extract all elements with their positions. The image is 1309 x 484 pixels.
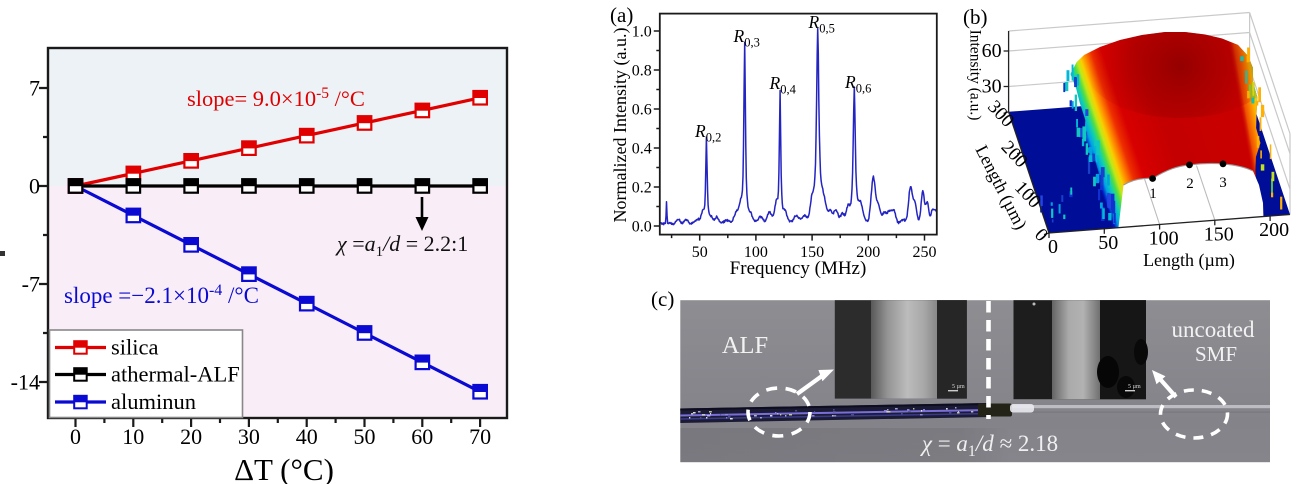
svg-text:Normalized Intensity (a.u.): Normalized Intensity (a.u.): [610, 28, 631, 223]
svg-text:60: 60: [982, 40, 1002, 62]
svg-text:7: 7: [29, 76, 40, 101]
svg-text:R0,2: R0,2: [694, 121, 721, 145]
svg-text:250: 250: [913, 244, 937, 261]
svg-text:(b): (b): [963, 5, 988, 29]
svg-text:R0,6: R0,6: [844, 72, 871, 96]
svg-text:70: 70: [469, 424, 491, 449]
svg-text:50: 50: [354, 424, 376, 449]
svg-text:50: 50: [1098, 232, 1118, 254]
svg-text:uncoated: uncoated: [1171, 317, 1255, 342]
svg-text:2: 2: [1186, 176, 1194, 192]
svg-text:30: 30: [982, 76, 1002, 98]
svg-text:R0,3: R0,3: [733, 26, 760, 50]
svg-text:100: 100: [744, 244, 768, 261]
svg-text:0.2: 0.2: [632, 180, 652, 197]
svg-text:5 µm: 5 µm: [952, 384, 965, 390]
svg-text:Length (µm): Length (µm): [1143, 250, 1235, 271]
svg-text:0.0: 0.0: [632, 219, 652, 236]
svg-text:(a): (a): [610, 3, 633, 27]
svg-text:0.4: 0.4: [632, 141, 652, 158]
svg-text:silica: silica: [111, 335, 158, 360]
svg-text:slope= 9.0×10-5 /°C: slope= 9.0×10-5 /°C: [187, 85, 365, 111]
svg-text:60: 60: [411, 424, 433, 449]
svg-text:100: 100: [1149, 228, 1179, 250]
svg-text:1: 1: [1149, 186, 1157, 202]
svg-text:50: 50: [692, 244, 708, 261]
svg-text:20: 20: [180, 424, 202, 449]
svg-text:ALF: ALF: [722, 332, 768, 359]
svg-text:aluminun: aluminun: [111, 389, 196, 414]
svg-text:slope =−2.1×10-4 /°C: slope =−2.1×10-4 /°C: [64, 282, 259, 308]
svg-text:10: 10: [122, 424, 144, 449]
svg-text:0.8: 0.8: [632, 63, 652, 80]
svg-text:athermal-ALF: athermal-ALF: [111, 362, 240, 387]
svg-text:200: 200: [1259, 219, 1289, 241]
svg-text:χ = a1/d ≈ 2.18: χ = a1/d ≈ 2.18: [920, 431, 1058, 460]
svg-text:30: 30: [238, 424, 260, 449]
svg-text:Intensity (a.u.): Intensity (a.u.): [967, 30, 984, 121]
svg-text:χ =a1/d = 2.2:1: χ =a1/d = 2.2:1: [335, 231, 468, 260]
svg-text:0.6: 0.6: [632, 102, 652, 119]
svg-text:0: 0: [29, 174, 40, 199]
svg-text:R0,4: R0,4: [769, 73, 797, 97]
svg-text:150: 150: [800, 244, 824, 261]
svg-text:1.0: 1.0: [632, 24, 652, 41]
svg-text:40: 40: [296, 424, 318, 449]
svg-text:SMF: SMF: [1195, 342, 1237, 366]
svg-text:0: 0: [70, 424, 81, 449]
svg-text:5 µm: 5 µm: [1128, 384, 1141, 390]
svg-text:3: 3: [1219, 175, 1227, 191]
svg-text:-7: -7: [22, 272, 40, 297]
svg-text:ΔT (°C): ΔT (°C): [234, 452, 334, 484]
svg-text:Frequency (MHz): Frequency (MHz): [730, 258, 867, 279]
svg-text:150: 150: [1204, 223, 1234, 245]
svg-text:0: 0: [1048, 236, 1058, 258]
svg-text:200: 200: [856, 244, 880, 261]
svg-text:(c): (c): [651, 287, 674, 311]
svg-text:R0,5: R0,5: [808, 12, 835, 36]
svg-text:-14: -14: [11, 370, 40, 395]
